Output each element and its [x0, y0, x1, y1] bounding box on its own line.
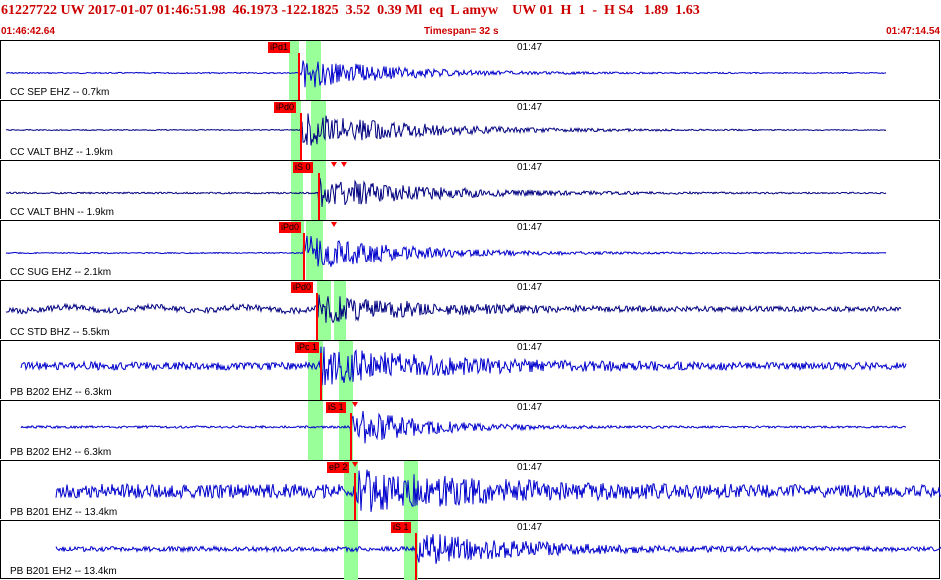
pick-label[interactable]: iS 0 [293, 162, 313, 173]
trace-row[interactable]: iS 1 01:47 PB B201 EH2 -- 13.4km [0, 520, 941, 580]
pick-window [334, 281, 346, 340]
pick-label[interactable]: eP 2 [327, 462, 350, 473]
waveform-trace [20, 346, 907, 386]
trace-row[interactable]: iPd0 01:47 CC SUG EHZ -- 2.1km [0, 220, 940, 280]
waveform [5, 41, 887, 100]
station-label: CC SEP EHZ -- 0.7km [10, 87, 110, 98]
time-tick-label: 01:47 [517, 342, 543, 353]
waveform-trace [55, 469, 941, 512]
time-tick-label: 01:47 [517, 42, 543, 53]
waveform [55, 521, 941, 580]
waveform [20, 401, 907, 460]
pick-arrow-icon[interactable] [331, 162, 337, 167]
pick-label[interactable]: iPd0 [274, 102, 297, 113]
waveform-trace [55, 534, 941, 564]
pick-label[interactable]: iS 1 [326, 402, 346, 413]
time-tick-label: 01:47 [517, 102, 543, 113]
waveform-trace [5, 60, 887, 88]
waveform [55, 461, 941, 520]
time-tick-label: 01:47 [517, 402, 543, 413]
pick-label[interactable]: iPd0 [279, 222, 302, 233]
event-header: 61227722 UW 2017-01-07 01:46:51.98 46.19… [0, 0, 941, 26]
pick-window [291, 161, 303, 220]
end-time: 01:47:14.54 [886, 26, 940, 37]
trace-row[interactable]: iPd0 01:47 CC STD BHZ -- 5.5km [0, 280, 940, 340]
station-label: CC SUG EHZ -- 2.1km [10, 267, 112, 278]
pick-window [317, 281, 331, 340]
waveform [5, 221, 887, 280]
pick-label[interactable]: iS 1 [391, 522, 411, 533]
station-label: PB B202 EH2 -- 6.3km [10, 447, 112, 458]
station-label: PB B201 EH2 -- 13.4km [10, 566, 117, 577]
pick-arrow-icon[interactable] [341, 162, 347, 167]
waveform [5, 161, 887, 220]
station-label: CC VALT BHN -- 1.9km [10, 207, 114, 218]
time-tick-label: 01:47 [517, 522, 543, 533]
time-tick-label: 01:47 [517, 222, 543, 233]
pick-window [289, 41, 299, 100]
pick-window [339, 341, 353, 400]
pick-window [404, 521, 418, 580]
trace-row[interactable]: iS 0 01:47 CC VALT BHN -- 1.9km [0, 160, 940, 220]
waveform-trace [5, 113, 887, 146]
trace-row[interactable]: eP 2 01:47 PB B201 EHZ -- 13.4km [0, 460, 941, 520]
waveform-trace [5, 294, 902, 324]
waveform-trace [20, 411, 907, 444]
pick-window [306, 221, 323, 280]
seismogram-panel: iPd1 01:47 CC SEP EHZ -- 0.7km iPd0 01:4… [0, 40, 941, 580]
time-tick-label: 01:47 [517, 162, 543, 173]
pick-window [339, 401, 353, 460]
pick-arrow-icon[interactable] [331, 222, 337, 227]
trace-row[interactable]: iPd0 01:47 CC VALT BHZ -- 1.9km [0, 100, 940, 160]
pick-window [308, 401, 323, 460]
pick-window [291, 221, 304, 280]
start-time: 01:46:42.64 [1, 26, 55, 37]
waveform-trace [5, 235, 887, 267]
waveform [5, 101, 887, 160]
station-label: CC STD BHZ -- 5.5km [10, 327, 110, 338]
waveform [20, 341, 907, 400]
time-tick-label: 01:47 [517, 462, 543, 473]
timespan-label: Timespan= 32 s [424, 26, 499, 37]
event-summary: 61227722 UW 2017-01-07 01:46:51.98 46.19… [1, 3, 700, 18]
station-label: PB B201 EHZ -- 13.4km [10, 507, 118, 518]
trace-row[interactable]: iS 1 01:47 PB B202 EH2 -- 6.3km [0, 400, 940, 460]
trace-row[interactable]: iPd1 01:47 CC SEP EHZ -- 0.7km [0, 40, 940, 100]
station-label: PB B202 EHZ -- 6.3km [10, 387, 112, 398]
pick-label[interactable]: iPd1 [268, 42, 291, 53]
time-tick-label: 01:47 [517, 282, 543, 293]
trace-row[interactable]: iPc 1 01:47 PB B202 EHZ -- 6.3km [0, 340, 940, 400]
pick-window [308, 341, 323, 400]
station-label: CC VALT BHZ -- 1.9km [10, 147, 113, 158]
time-range-bar: 01:46:42.64 Timespan= 32 s 01:47:14.54 [0, 26, 941, 40]
pick-label[interactable]: iPd0 [291, 282, 314, 293]
waveform-trace [5, 178, 887, 210]
pick-window [291, 101, 301, 160]
pick-arrow-icon[interactable] [352, 462, 358, 467]
pick-arrow-icon[interactable] [352, 402, 358, 407]
pick-label[interactable]: iPc 1 [295, 342, 320, 353]
waveform [5, 281, 902, 340]
